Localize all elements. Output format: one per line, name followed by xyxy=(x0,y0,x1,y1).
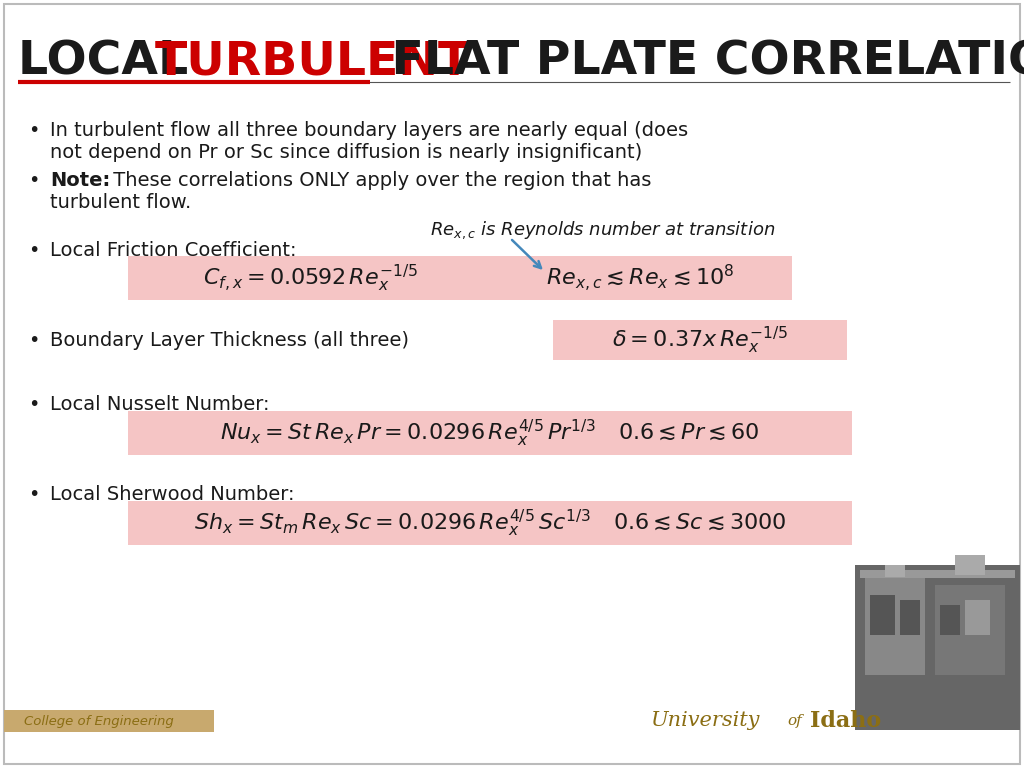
FancyBboxPatch shape xyxy=(128,411,852,455)
Bar xyxy=(940,605,961,635)
Bar xyxy=(900,600,920,635)
Text: •: • xyxy=(28,330,39,349)
Bar xyxy=(870,595,895,635)
Text: $C_{f,x} = 0.0592\,Re_x^{-1/5}$: $C_{f,x} = 0.0592\,Re_x^{-1/5}$ xyxy=(203,263,418,293)
Text: $\delta = 0.37x\,Re_x^{-1/5}$: $\delta = 0.37x\,Re_x^{-1/5}$ xyxy=(612,324,788,356)
Text: not depend on Pr or Sc since diffusion is nearly insignificant): not depend on Pr or Sc since diffusion i… xyxy=(50,143,642,161)
Text: •: • xyxy=(28,170,39,190)
Text: •: • xyxy=(28,396,39,415)
FancyBboxPatch shape xyxy=(128,501,852,545)
Text: These correlations ONLY apply over the region that has: These correlations ONLY apply over the r… xyxy=(106,170,651,190)
Text: TURBULENT: TURBULENT xyxy=(155,39,471,84)
Bar xyxy=(860,570,1015,578)
Text: turbulent flow.: turbulent flow. xyxy=(50,193,191,211)
Text: Local Friction Coefficient:: Local Friction Coefficient: xyxy=(50,240,297,260)
Text: $Nu_x = St\,Re_x\,Pr = 0.0296\,Re_x^{4/5}\,Pr^{1/3}$$\quad 0.6 \lesssim Pr \less: $Nu_x = St\,Re_x\,Pr = 0.0296\,Re_x^{4/5… xyxy=(220,417,760,449)
Text: $Re_{x,c}$ is Reynolds number at transition: $Re_{x,c}$ is Reynolds number at transit… xyxy=(430,219,775,241)
Text: •: • xyxy=(28,485,39,505)
Text: LOCAL: LOCAL xyxy=(18,39,205,84)
Text: •: • xyxy=(28,121,39,140)
FancyBboxPatch shape xyxy=(128,256,792,300)
Text: University: University xyxy=(650,711,760,730)
Text: Local Sherwood Number:: Local Sherwood Number: xyxy=(50,485,295,505)
Bar xyxy=(965,600,990,635)
Text: $Sh_x = St_m\,Re_x\,Sc = 0.0296\,Re_x^{4/5}\,Sc^{1/3}$$\quad 0.6 \lesssim Sc \le: $Sh_x = St_m\,Re_x\,Sc = 0.0296\,Re_x^{4… xyxy=(194,508,786,538)
Bar xyxy=(4,710,214,732)
Text: College of Engineering: College of Engineering xyxy=(24,714,174,727)
Bar xyxy=(865,575,925,675)
Text: Idaho: Idaho xyxy=(810,710,882,732)
Text: Boundary Layer Thickness (all three): Boundary Layer Thickness (all three) xyxy=(50,330,409,349)
Text: of: of xyxy=(787,714,802,728)
Text: •: • xyxy=(28,240,39,260)
Bar xyxy=(955,555,985,575)
Bar xyxy=(855,565,1020,730)
Bar xyxy=(885,565,905,577)
Text: Note:: Note: xyxy=(50,170,111,190)
FancyBboxPatch shape xyxy=(553,320,847,360)
Text: In turbulent flow all three boundary layers are nearly equal (does: In turbulent flow all three boundary lay… xyxy=(50,121,688,140)
Text: $Re_{x,c} \lesssim Re_x \lesssim 10^8$: $Re_{x,c} \lesssim Re_x \lesssim 10^8$ xyxy=(546,263,734,293)
Bar xyxy=(935,585,1005,675)
Text: FLAT PLATE CORRELATIONS: FLAT PLATE CORRELATIONS xyxy=(375,39,1024,84)
Text: Local Nusselt Number:: Local Nusselt Number: xyxy=(50,396,269,415)
